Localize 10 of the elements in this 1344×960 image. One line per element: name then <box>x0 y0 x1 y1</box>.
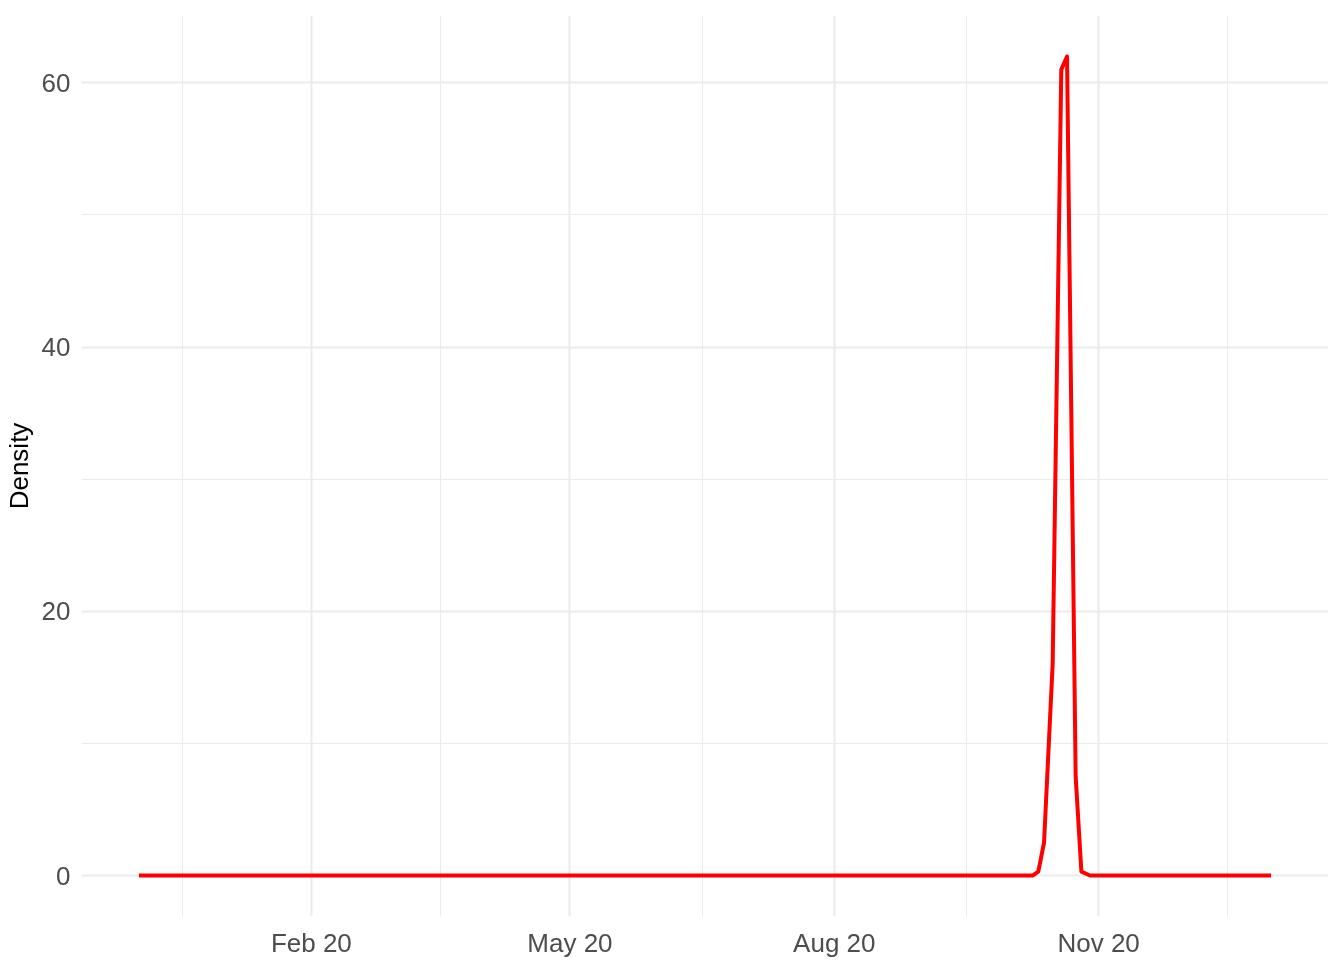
y-tick-label: 0 <box>56 860 71 891</box>
y-tick-label: 40 <box>41 332 71 363</box>
y-tick-label: 60 <box>41 67 71 98</box>
x-tick-label: Feb 20 <box>270 927 352 958</box>
x-tick-label: Aug 20 <box>793 927 876 958</box>
y-axis-title: Density <box>3 422 34 510</box>
line-series <box>136 54 1274 878</box>
x-tick-label: May 20 <box>527 927 613 958</box>
y-tick-label: 20 <box>41 596 71 627</box>
x-tick-label: Nov 20 <box>1057 927 1140 958</box>
